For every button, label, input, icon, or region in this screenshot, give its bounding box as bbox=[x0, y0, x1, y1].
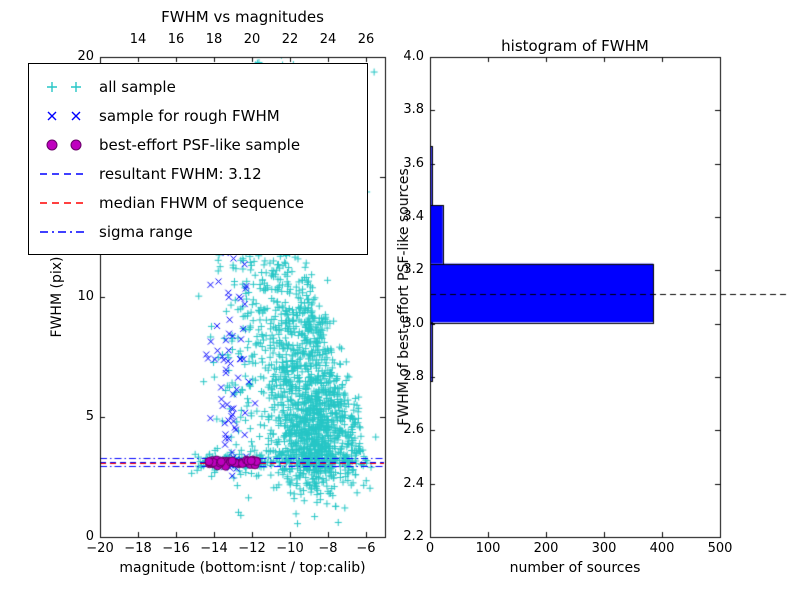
tick-label: 0 bbox=[425, 541, 435, 556]
tick-label: −20 bbox=[86, 541, 114, 556]
tick-label: 0 bbox=[85, 529, 94, 544]
tick-label: −12 bbox=[238, 541, 266, 556]
tick-label: 14 bbox=[129, 32, 147, 47]
tick-label: 4.0 bbox=[403, 49, 424, 64]
tick-label: −6 bbox=[356, 541, 376, 556]
right-plot-ylabel: FWHM of best-effort PSF-like sources bbox=[396, 168, 412, 426]
tick-label: 2.8 bbox=[403, 369, 424, 384]
legend-dashdot-icon bbox=[40, 230, 88, 233]
legend-entry: resultant FWHM: 3.12 bbox=[35, 159, 361, 188]
tick-label: −14 bbox=[200, 541, 228, 556]
tick-label: 20 bbox=[243, 32, 261, 47]
legend-entry: sigma range bbox=[35, 217, 361, 246]
legend-label: all sample bbox=[99, 77, 176, 96]
legend-label: resultant FWHM: 3.12 bbox=[99, 164, 262, 183]
legend-dashed-icon bbox=[40, 201, 88, 204]
legend-x-icon bbox=[47, 111, 81, 120]
tick-label: 3.6 bbox=[403, 155, 424, 171]
tick-label: 3.8 bbox=[403, 102, 424, 118]
legend-label: sigma range bbox=[99, 222, 193, 241]
legend-entry: sample for rough FWHM bbox=[35, 101, 361, 130]
tick-label: 2.6 bbox=[403, 422, 424, 438]
tick-label: 2.4 bbox=[403, 475, 424, 491]
legend-label: best-effort PSF-like sample bbox=[99, 135, 301, 154]
tick-label: 500 bbox=[707, 541, 733, 556]
tick-label: 20 bbox=[77, 49, 94, 64]
legend-plus-icon bbox=[47, 81, 81, 92]
legend-label: median FHWM of sequence bbox=[99, 193, 304, 212]
tick-label: 24 bbox=[319, 32, 337, 47]
tick-label: 3.0 bbox=[403, 315, 424, 331]
left-plot-xlabel: magnitude (bottom:isnt / top:calib) bbox=[119, 560, 366, 576]
tick-label: 100 bbox=[475, 541, 501, 556]
legend-entry: best-effort PSF-like sample bbox=[35, 130, 361, 159]
tick-label: 3.2 bbox=[403, 262, 424, 278]
tick-label: −8 bbox=[318, 541, 338, 556]
right-plot-title: histogram of FWHM bbox=[501, 37, 649, 55]
legend: all sample sample for rough FWHM best-effo… bbox=[28, 63, 368, 255]
legend-entry: all sample bbox=[35, 72, 361, 101]
legend-entry: median FHWM of sequence bbox=[35, 188, 361, 217]
tick-label: 10 bbox=[77, 289, 94, 304]
tick-label: 400 bbox=[649, 541, 675, 556]
tick-label: −18 bbox=[124, 541, 152, 556]
right-plot-xlabel: number of sources bbox=[509, 560, 641, 576]
tick-label: −10 bbox=[276, 541, 304, 556]
tick-label: 18 bbox=[205, 32, 223, 47]
tick-label: 3.4 bbox=[403, 209, 424, 224]
tick-label: 22 bbox=[281, 32, 299, 47]
tick-label: −16 bbox=[162, 541, 190, 556]
tick-label: 5 bbox=[85, 409, 94, 424]
legend-dashed-icon bbox=[40, 172, 88, 175]
tick-label: 26 bbox=[357, 32, 375, 47]
tick-label: 2.2 bbox=[403, 529, 424, 544]
legend-label: sample for rough FWHM bbox=[99, 106, 280, 125]
left-plot-title: FWHM vs magnitudes bbox=[161, 8, 324, 26]
tick-label: 16 bbox=[167, 32, 185, 47]
tick-label: 200 bbox=[533, 541, 559, 556]
tick-label: 300 bbox=[591, 541, 617, 556]
legend-circle-icon bbox=[46, 139, 82, 150]
